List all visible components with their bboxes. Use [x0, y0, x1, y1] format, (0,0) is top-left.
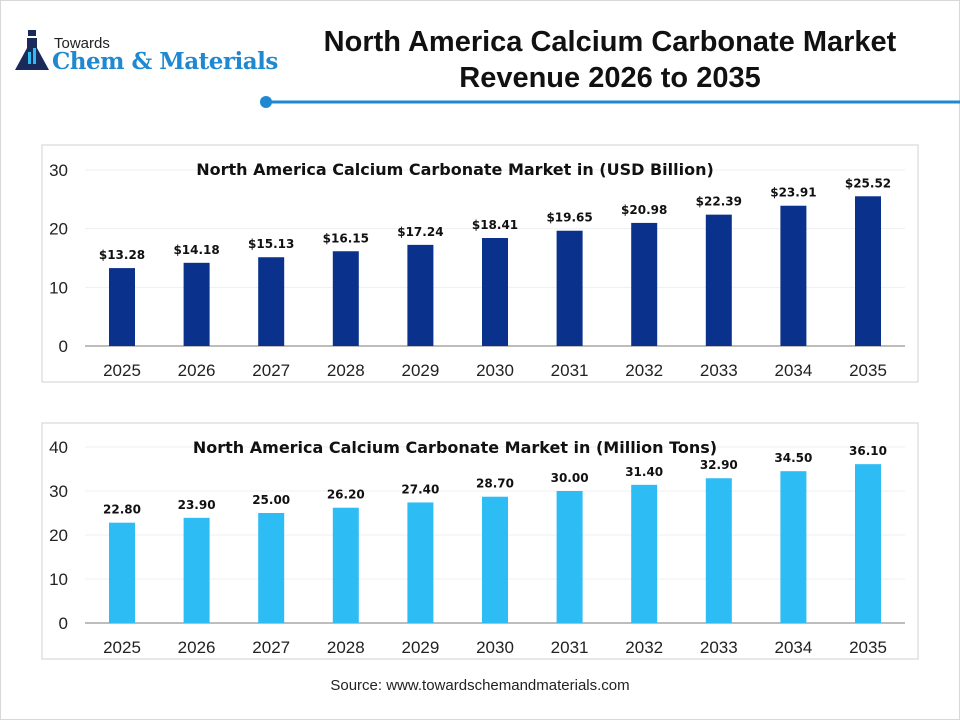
bar-2028 — [332, 507, 359, 623]
data-label: 32.90 — [700, 458, 738, 472]
data-label: $17.24 — [397, 225, 443, 239]
x-tick-label: 2035 — [849, 361, 887, 380]
bar-2033 — [705, 214, 732, 346]
bar-2029 — [407, 244, 434, 346]
data-label: 36.10 — [849, 444, 887, 458]
flask-logo-icon — [15, 30, 49, 70]
title-line-1: North America Calcium Carbonate Market — [323, 26, 897, 58]
bar-2027 — [258, 257, 285, 346]
chart-title: North America Calcium Carbonate Market i… — [196, 160, 714, 179]
data-label: $18.41 — [472, 218, 518, 232]
data-label: 26.20 — [327, 488, 365, 502]
data-label: $13.28 — [99, 248, 145, 262]
x-tick-label: 2028 — [327, 361, 365, 380]
bar-2025 — [109, 522, 135, 623]
x-tick-label: 2026 — [178, 638, 216, 657]
bar-2035 — [855, 196, 881, 346]
y-tick-label: 30 — [49, 161, 68, 180]
x-tick-label: 2030 — [476, 361, 514, 380]
x-tick-label: 2034 — [774, 638, 812, 657]
bar-2034 — [780, 205, 807, 346]
data-label: 28.70 — [476, 477, 514, 491]
bar-2027 — [258, 513, 285, 623]
data-label: $19.65 — [546, 211, 592, 225]
data-label: $20.98 — [621, 203, 667, 217]
x-tick-label: 2030 — [476, 638, 514, 657]
logo-text-big: Chem & Materials — [52, 48, 278, 75]
bar-2035 — [855, 464, 881, 623]
bar-2033 — [705, 478, 732, 623]
y-tick-label: 20 — [49, 220, 68, 239]
y-tick-label: 10 — [49, 278, 68, 297]
x-tick-label: 2031 — [551, 638, 589, 657]
data-label: 27.40 — [401, 482, 439, 496]
x-tick-label: 2033 — [700, 361, 738, 380]
logo-text-small: Towards — [54, 35, 110, 52]
bar-2025 — [109, 268, 135, 346]
x-tick-label: 2025 — [103, 361, 141, 380]
x-tick-label: 2031 — [551, 361, 589, 380]
x-tick-label: 2029 — [401, 361, 439, 380]
x-tick-label: 2035 — [849, 638, 887, 657]
x-tick-label: 2027 — [252, 638, 290, 657]
y-tick-label: 20 — [49, 526, 68, 545]
x-tick-label: 2026 — [178, 361, 216, 380]
bar-2032 — [631, 222, 658, 346]
data-label: 22.80 — [103, 503, 141, 517]
chart-title: North America Calcium Carbonate Market i… — [193, 438, 717, 457]
bar-2026 — [183, 517, 210, 623]
y-tick-label: 0 — [59, 337, 68, 356]
data-label: 34.50 — [774, 451, 812, 465]
x-tick-label: 2028 — [327, 638, 365, 657]
data-label: 30.00 — [551, 471, 589, 485]
data-label: 25.00 — [252, 493, 290, 507]
bar-2031 — [556, 230, 583, 346]
x-tick-label: 2027 — [252, 361, 290, 380]
title-underline-dot — [260, 96, 272, 108]
data-label: $22.39 — [696, 195, 742, 209]
bar-2028 — [332, 251, 359, 346]
data-label: 31.40 — [625, 465, 663, 479]
x-tick-label: 2034 — [774, 361, 812, 380]
data-label: $16.15 — [323, 231, 369, 245]
data-label: $25.52 — [845, 176, 891, 190]
bar-2031 — [556, 491, 583, 623]
data-label: $15.13 — [248, 237, 294, 251]
source-text: Source: www.towardschemandmaterials.com — [330, 677, 630, 694]
bar-2030 — [482, 237, 508, 346]
y-tick-label: 40 — [49, 438, 68, 457]
bar-2030 — [482, 496, 508, 623]
bar-2032 — [631, 484, 658, 623]
bar-2026 — [183, 262, 210, 346]
y-tick-label: 10 — [49, 570, 68, 589]
data-label: 23.90 — [178, 498, 216, 512]
x-tick-label: 2029 — [401, 638, 439, 657]
page-title: North America Calcium Carbonate Market R… — [280, 24, 940, 96]
bar-2029 — [407, 502, 434, 623]
data-label: $14.18 — [173, 243, 219, 257]
y-tick-label: 30 — [49, 482, 68, 501]
bar-2034 — [780, 471, 807, 623]
data-label: $23.91 — [770, 186, 816, 200]
x-tick-label: 2032 — [625, 361, 663, 380]
x-tick-label: 2032 — [625, 638, 663, 657]
x-tick-label: 2025 — [103, 638, 141, 657]
y-tick-label: 0 — [59, 614, 68, 633]
x-tick-label: 2033 — [700, 638, 738, 657]
title-line-2: Revenue 2026 to 2035 — [459, 62, 761, 94]
